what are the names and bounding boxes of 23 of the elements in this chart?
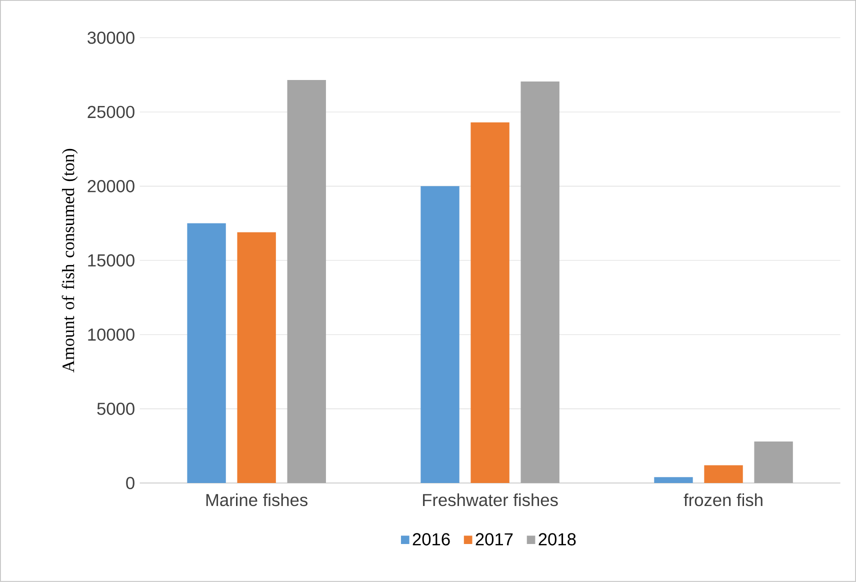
- y-tick-label: 5000: [97, 402, 134, 416]
- bar: [754, 442, 793, 484]
- y-tick-label: 0: [126, 476, 134, 490]
- bar: [470, 122, 510, 484]
- bar: [420, 186, 460, 484]
- y-tick-label: 15000: [88, 254, 134, 267]
- bar: [654, 477, 693, 484]
- bar: [187, 223, 226, 484]
- legend-label: 2017: [476, 533, 513, 546]
- x-tick-label: Freshwater fishes: [423, 494, 558, 506]
- y-axis-title: Amount of fish consumed (ton): [62, 148, 78, 373]
- bar: [287, 80, 326, 484]
- y-tick-label: 10000: [88, 328, 134, 341]
- legend-label: 2016: [412, 533, 450, 546]
- y-tick-label: 25000: [88, 106, 134, 118]
- y-tick-label: 30000: [88, 32, 134, 44]
- bar: [237, 232, 276, 484]
- bar: [520, 82, 560, 484]
- x-tick-label: Marine fishes: [206, 494, 308, 506]
- bar: [704, 465, 743, 484]
- legend-label: 2018: [538, 533, 576, 546]
- x-tick-label: frozen fish: [684, 494, 762, 506]
- y-tick-label: 20000: [88, 180, 134, 192]
